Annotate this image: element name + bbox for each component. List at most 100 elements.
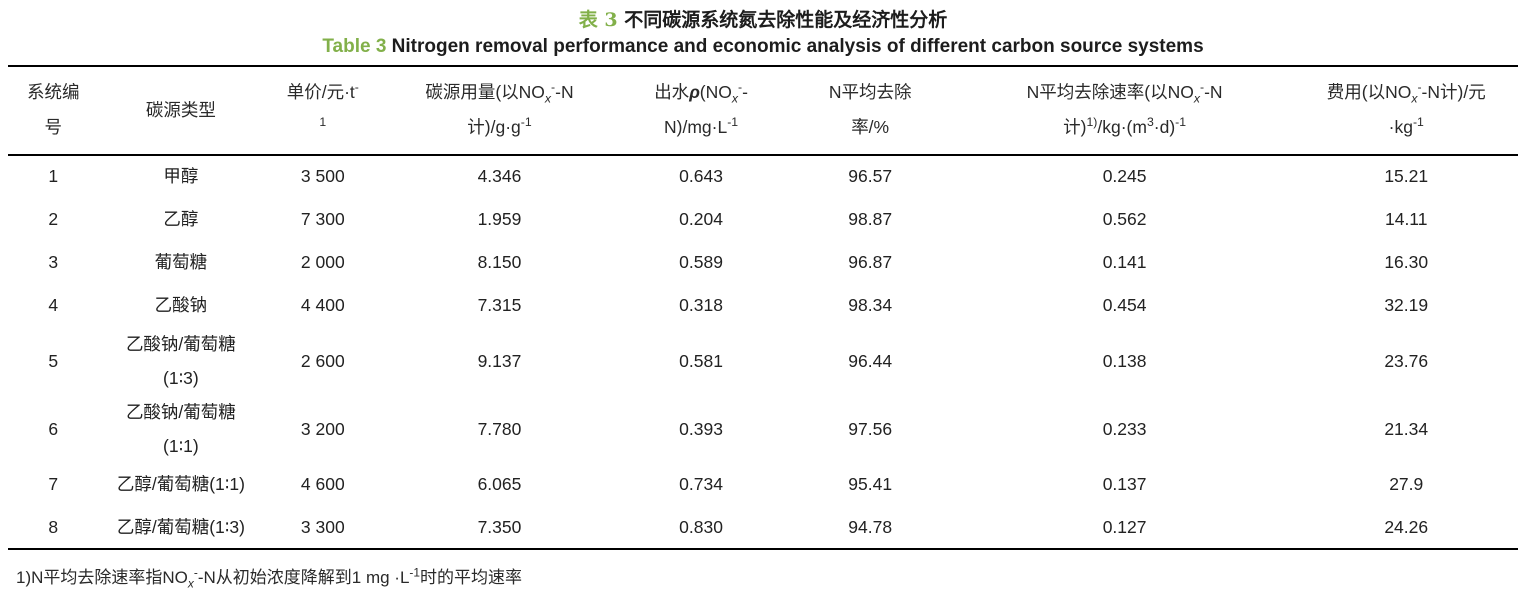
cell-unit-price: 3 200 <box>300 418 345 439</box>
cell-system-no: 4 <box>48 294 59 315</box>
header-line: 单价/元·t- <box>286 80 359 102</box>
cell-carbon-type: 乙醇 <box>163 208 199 229</box>
cell-unit-price: 2 000 <box>300 251 345 272</box>
header-line: ·kg-1 <box>1388 115 1424 138</box>
cell-avg-removal-speed: 0.454 <box>1102 294 1147 315</box>
table-number-en: Table 3 <box>322 36 392 57</box>
cell-carbon-dosage: 1.959 <box>477 208 522 229</box>
header-carbon-dosage: 碳源用量(以NOx--N 计)/g·g-1 <box>382 66 617 156</box>
cell-avg-removal-rate: 95.41 <box>848 474 893 495</box>
header-line: 1 <box>319 115 327 130</box>
table-title-cn-text: 不同碳源系统氮去除性能及经济性分析 <box>624 9 948 31</box>
header-line: 出水ρ(NOx-- <box>654 80 748 106</box>
cell-effluent-rho: 0.393 <box>679 418 723 439</box>
cell-effluent-rho: 0.318 <box>679 294 723 315</box>
header-line: 系统编 <box>27 82 80 102</box>
cell-effluent-rho: 0.581 <box>679 350 723 371</box>
header-row: 系统编号 碳源类型 单价/元·t- 1 碳源用量(以NOx--N 计)/g·g-1 出水ρ(… <box>8 66 1518 156</box>
cell-carbon-dosage: 4.346 <box>477 166 522 187</box>
cell-unit-price: 3 300 <box>300 516 345 537</box>
cell-system-no: 3 <box>48 251 59 272</box>
cell-effluent-rho: 0.204 <box>679 208 723 229</box>
cell-carbon-dosage: 7.780 <box>477 418 522 439</box>
cell-carbon-type: 葡萄糖 <box>154 251 208 272</box>
cell-avg-removal-speed: 0.137 <box>1102 474 1147 495</box>
cell-avg-removal-speed: 0.138 <box>1102 350 1147 371</box>
header-line: 碳源类型 <box>145 99 216 120</box>
table-row: 8 乙醇/葡萄糖(1∶3) 3 300 7.350 0.830 94.78 0.127 24.… <box>8 506 1518 549</box>
cell-avg-removal-speed: 0.141 <box>1102 251 1147 272</box>
cell-carbon-dosage: 7.350 <box>477 516 522 537</box>
cell-avg-removal-rate: 96.44 <box>848 350 893 371</box>
cell-unit-price: 4 400 <box>300 294 345 315</box>
table-row: 2 乙醇 7 300 1.959 0.204 98.87 0.562 14.11 <box>8 198 1518 241</box>
cell-avg-removal-rate: 96.87 <box>848 251 893 272</box>
cell-system-no: 1 <box>48 166 59 187</box>
cell-avg-removal-rate: 94.78 <box>848 516 893 537</box>
header-effluent-rho: 出水ρ(NOx-- N)/mg·L-1 <box>616 66 786 156</box>
header-line: 碳源用量(以NOx--N <box>425 80 574 106</box>
cell-avg-removal-speed: 0.245 <box>1102 166 1147 187</box>
cell-carbon-type: 乙酸钠/葡萄糖 (1∶1) <box>125 401 236 456</box>
table-row: 3 葡萄糖 2 000 8.150 0.589 96.87 0.141 16.30 <box>8 241 1518 284</box>
cell-cost: 16.30 <box>1384 251 1429 272</box>
cell-carbon-dosage: 8.150 <box>477 251 522 272</box>
cell-carbon-type: 乙酸钠 <box>154 294 208 315</box>
cell-carbon-type: 甲醇 <box>163 166 199 187</box>
table-row: 7 乙醇/葡萄糖(1∶1) 4 600 6.065 0.734 95.41 0.137 27.… <box>8 463 1518 506</box>
header-line: 计)1)/kg·(m3·d)-1 <box>1063 115 1187 138</box>
header-line: 计)/g·g-1 <box>467 115 532 138</box>
cell-system-no: 5 <box>48 350 59 371</box>
header-avg-removal-rate: N平均去除率/% <box>785 66 955 156</box>
cell-carbon-type: 乙酸钠/葡萄糖 (1∶3) <box>125 333 236 388</box>
table-row: 6 乙酸钠/葡萄糖 (1∶1) 3 200 7.780 0.393 97.56 0.233 2… <box>8 395 1518 463</box>
cell-effluent-rho: 0.830 <box>679 516 723 537</box>
cell-carbon-dosage: 7.315 <box>477 294 522 315</box>
cell-effluent-rho: 0.589 <box>679 251 723 272</box>
cell-effluent-rho: 0.734 <box>679 474 723 495</box>
table-title-cn: 表 3 不同碳源系统氮去除性能及经济性分析 <box>8 2 1518 35</box>
table-title-en: Table 3 Nitrogen removal performance and… <box>8 35 1518 65</box>
header-unit-price: 单价/元·t- 1 <box>263 66 383 156</box>
header-cost: 费用(以NOx--N计)/元 ·kg-1 <box>1294 66 1518 156</box>
cell-avg-removal-rate: 96.57 <box>848 166 893 187</box>
cell-avg-removal-rate: 97.56 <box>848 418 893 439</box>
cell-system-no: 7 <box>48 474 59 495</box>
cell-carbon-dosage: 9.137 <box>477 350 522 371</box>
cell-cost: 24.26 <box>1384 516 1429 537</box>
cell-cost: 21.34 <box>1384 418 1429 439</box>
header-line: 率/% <box>851 117 890 138</box>
data-table: 系统编号 碳源类型 单价/元·t- 1 碳源用量(以NOx--N 计)/g·g-1 出水ρ(… <box>8 65 1518 550</box>
cell-avg-removal-speed: 0.562 <box>1102 208 1147 229</box>
table-row: 5 乙酸钠/葡萄糖 (1∶3) 2 600 9.137 0.581 96.44 0.138 2… <box>8 327 1518 395</box>
cell-cost: 27.9 <box>1389 474 1424 495</box>
table-number-cn: 表 3 <box>578 9 625 31</box>
table-row: 4 乙酸钠 4 400 7.315 0.318 98.34 0.454 32.19 <box>8 284 1518 327</box>
cell-avg-removal-speed: 0.127 <box>1102 516 1147 537</box>
table-title-en-text: Nitrogen removal performance and economi… <box>391 36 1204 57</box>
header-line: 号 <box>44 117 63 138</box>
cell-cost: 14.11 <box>1384 208 1428 229</box>
cell-unit-price: 3 500 <box>300 166 345 187</box>
table-header: 系统编号 碳源类型 单价/元·t- 1 碳源用量(以NOx--N 计)/g·g-1 出水ρ(… <box>8 66 1518 156</box>
header-carbon-type: 碳源类型 <box>98 66 264 156</box>
cell-unit-price: 2 600 <box>300 350 345 371</box>
cell-system-no: 6 <box>48 418 59 439</box>
cell-cost: 23.76 <box>1384 350 1429 371</box>
cell-carbon-type: 乙醇/葡萄糖(1∶3) <box>116 516 245 537</box>
header-avg-removal-speed: N平均去除速率(以NOx--N 计)1)/kg·(m3·d)-1 <box>954 66 1295 156</box>
table-body: 1 甲醇 3 500 4.346 0.643 96.57 0.245 15.21 2 乙醇 7 3 0… <box>8 155 1518 550</box>
cell-effluent-rho: 0.643 <box>679 166 723 187</box>
header-system-no: 系统编号 <box>8 66 99 156</box>
cell-system-no: 8 <box>48 516 59 537</box>
header-line: N平均去除 <box>828 82 912 102</box>
cell-system-no: 2 <box>48 208 59 229</box>
cell-cost: 15.21 <box>1384 166 1429 187</box>
header-line: N平均去除速率(以NOx--N <box>1026 80 1223 106</box>
table-row: 1 甲醇 3 500 4.346 0.643 96.57 0.245 15.21 <box>8 155 1518 198</box>
header-line: N)/mg·L-1 <box>664 115 739 138</box>
cell-avg-removal-rate: 98.87 <box>848 208 893 229</box>
header-line: 费用(以NOx--N计)/元 <box>1326 80 1486 106</box>
cell-unit-price: 4 600 <box>300 474 345 495</box>
cell-avg-removal-speed: 0.233 <box>1102 418 1147 439</box>
